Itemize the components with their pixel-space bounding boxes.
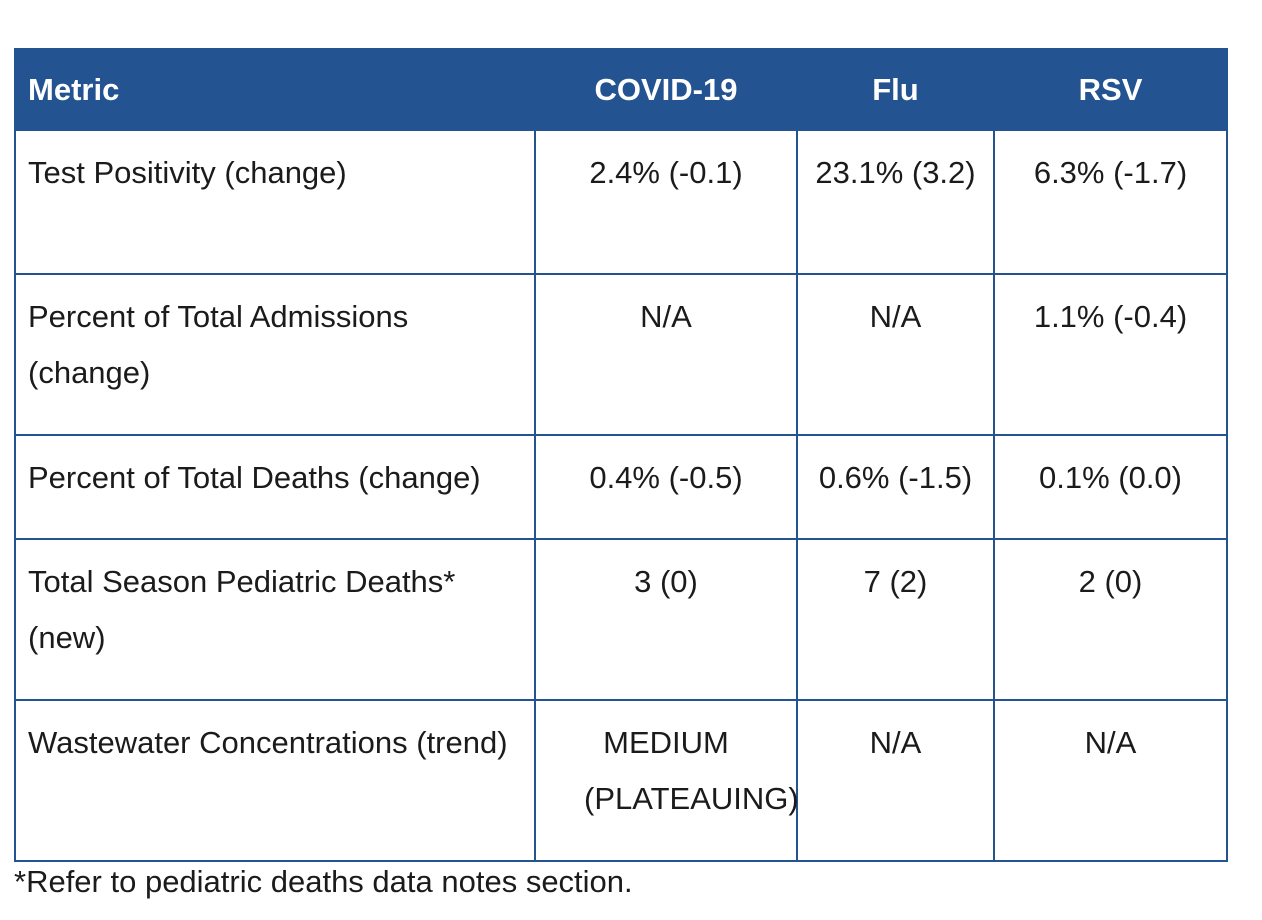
table-row: Percent of Total Deaths (change) 0.4% (-…: [14, 434, 1228, 540]
table-row: Test Positivity (change) 2.4% (-0.1) 23.…: [14, 129, 1228, 275]
table-row: Wastewater Concentrations (trend) MEDIUM…: [14, 699, 1228, 862]
table-body: Test Positivity (change) 2.4% (-0.1) 23.…: [14, 129, 1228, 862]
table-row: Total Season Pediatric Deaths* (new) 3 (…: [14, 538, 1228, 701]
rsv-value: 0.1% (0.0): [993, 434, 1228, 540]
flu-value: 7 (2): [796, 538, 995, 701]
header-rsv: RSV: [993, 48, 1228, 131]
flu-value: 23.1% (3.2): [796, 129, 995, 275]
flu-value: N/A: [796, 699, 995, 862]
rsv-value: 2 (0): [993, 538, 1228, 701]
rsv-value: 6.3% (-1.7): [993, 129, 1228, 275]
header-metric: Metric: [14, 48, 536, 131]
table-header: Metric COVID-19 Flu RSV: [14, 48, 1228, 131]
header-covid: COVID-19: [534, 48, 798, 131]
covid-value: MEDIUM (PLATEAUING): [534, 699, 799, 862]
covid-value: 0.4% (-0.5): [534, 434, 798, 540]
flu-value: N/A: [796, 273, 995, 436]
metric-label: Percent of Total Admissions (change): [14, 273, 536, 436]
rsv-value: 1.1% (-0.4): [993, 273, 1228, 436]
header-row: Metric COVID-19 Flu RSV: [14, 48, 1228, 131]
metric-label: Total Season Pediatric Deaths* (new): [14, 538, 536, 701]
footnote: *Refer to pediatric deaths data notes se…: [14, 864, 633, 899]
covid-wastewater-value: MEDIUM (PLATEAUING): [584, 725, 799, 816]
covid-value: 2.4% (-0.1): [534, 129, 798, 275]
metric-label: Test Positivity (change): [14, 129, 536, 275]
covid-value: 3 (0): [534, 538, 798, 701]
flu-value: 0.6% (-1.5): [796, 434, 995, 540]
respiratory-metrics-table: Metric COVID-19 Flu RSV Test Positivity …: [14, 48, 1228, 862]
table-row: Percent of Total Admissions (change) N/A…: [14, 273, 1228, 436]
metric-label: Percent of Total Deaths (change): [14, 434, 536, 540]
header-flu: Flu: [796, 48, 995, 131]
covid-value: N/A: [534, 273, 798, 436]
metric-label: Wastewater Concentrations (trend): [14, 699, 536, 862]
rsv-value: N/A: [993, 699, 1228, 862]
